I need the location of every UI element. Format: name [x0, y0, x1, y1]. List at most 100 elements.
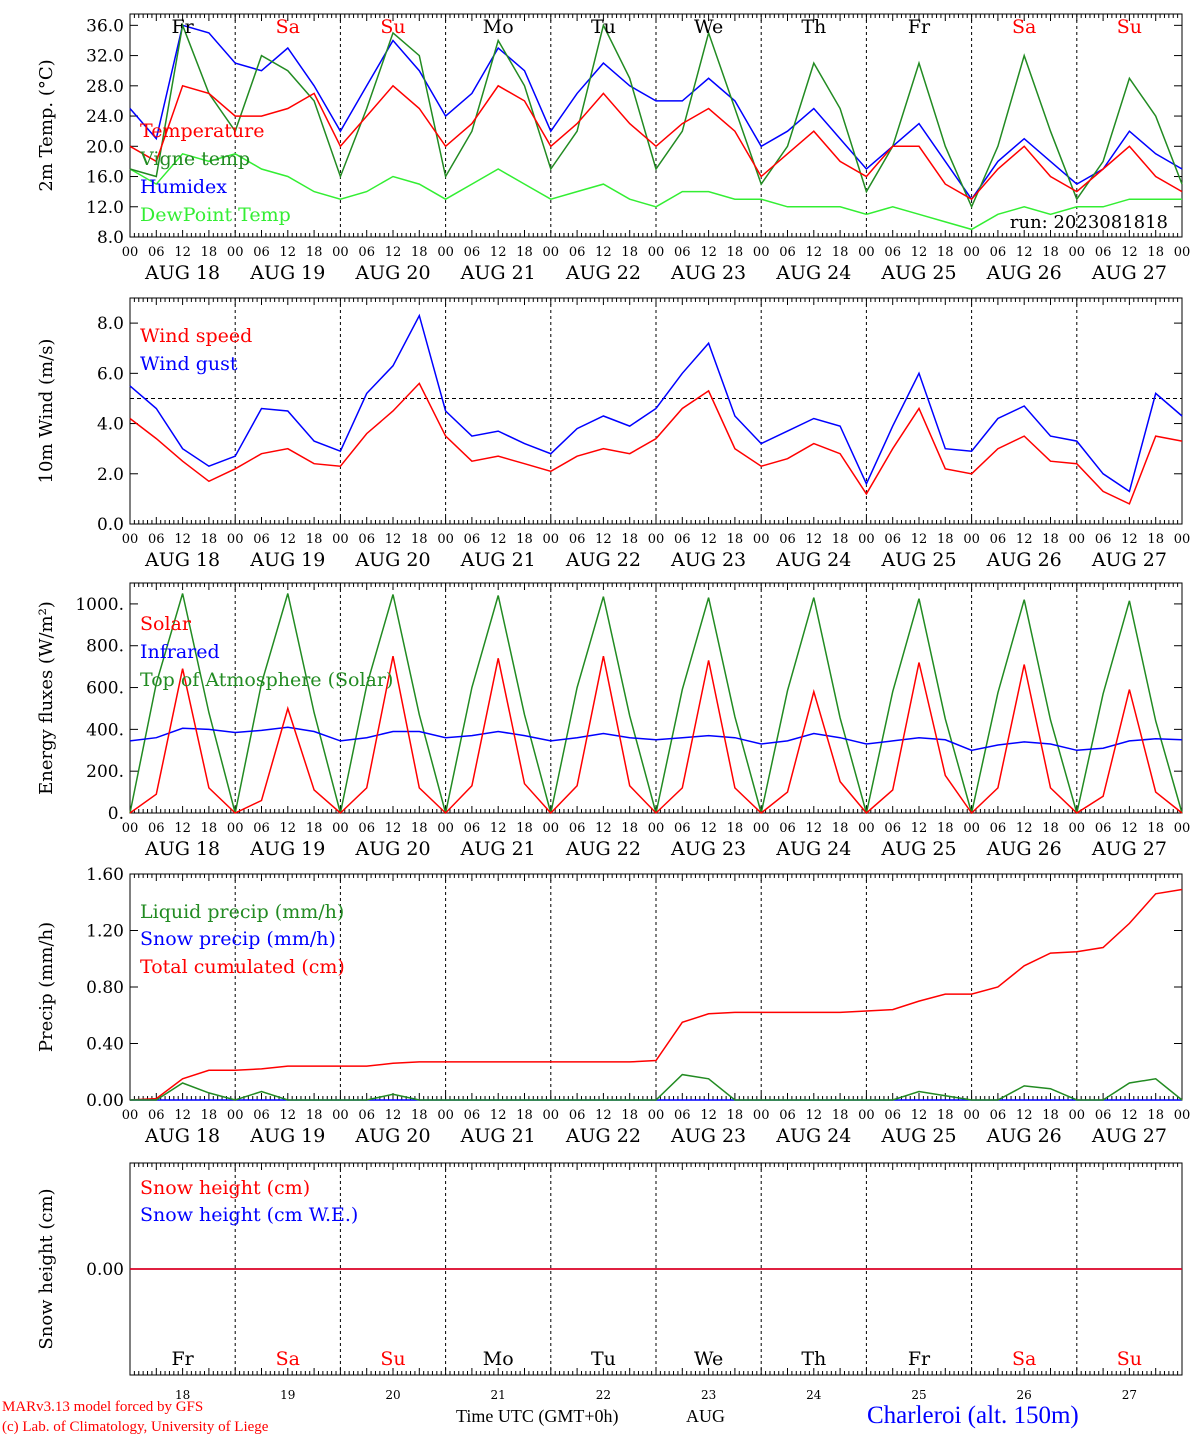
weekday-label: Th — [801, 16, 826, 38]
credit-line-2: (c) Lab. of Climatology, University of L… — [2, 1419, 269, 1435]
weekday-label: Su — [380, 16, 405, 38]
date-label: AUG 20 — [354, 262, 430, 284]
weekday-label: Th — [801, 1348, 826, 1370]
hour-tick-label: 06 — [464, 245, 481, 260]
date-label: AUG 21 — [460, 549, 536, 571]
run-annotation: run: 2023081818 — [1010, 212, 1168, 233]
weekday-label: Fr — [908, 16, 931, 38]
hour-tick-label: 06 — [253, 532, 270, 547]
hour-tick-label: 12 — [700, 532, 717, 547]
hour-tick-label: 18 — [937, 245, 954, 260]
hour-tick-label: 12 — [1016, 821, 1033, 836]
date-label: AUG 25 — [880, 838, 956, 860]
date-label: AUG 24 — [775, 549, 851, 571]
hour-tick-label: 06 — [253, 245, 270, 260]
series-line-solar — [129, 656, 1183, 815]
date-label: AUG 27 — [1091, 1125, 1167, 1147]
hour-tick-label: 06 — [358, 821, 375, 836]
hour-tick-label: 00 — [227, 821, 244, 836]
date-label: AUG 23 — [670, 262, 746, 284]
panel-2: 8.0 6.0 4.0 2.0 0.0 10m Wind (m/s) 00 06 12 18 00 0… — [36, 297, 1190, 571]
day-number-label: 23 — [701, 1388, 716, 1402]
legend-entry: Wind speed — [140, 325, 252, 347]
weekday-label: Mo — [483, 1348, 514, 1370]
hour-tick-label: 18 — [306, 821, 323, 836]
date-label: AUG 23 — [670, 1125, 746, 1147]
hour-tick-label: 00 — [1069, 821, 1086, 836]
date-label: AUG 18 — [144, 1125, 220, 1147]
series-line-vigne — [129, 22, 1183, 209]
hour-tick-label: 00 — [543, 245, 560, 260]
hour-tick-label: 12 — [595, 532, 612, 547]
weekday-label: Sa — [276, 1348, 300, 1370]
hour-tick-label: 06 — [990, 1108, 1007, 1123]
date-label: AUG 18 — [144, 262, 220, 284]
hour-tick-label: 06 — [569, 532, 586, 547]
hour-tick-label: 00 — [122, 532, 139, 547]
y-tick-label: 24.0 — [86, 107, 124, 127]
hour-tick-label: 18 — [1042, 245, 1059, 260]
day-number-label: 18 — [175, 1388, 190, 1402]
y-tick-label: 600. — [86, 679, 124, 699]
date-label: AUG 24 — [775, 838, 851, 860]
date-label: AUG 18 — [144, 838, 220, 860]
hour-tick-label: 12 — [1121, 1108, 1138, 1123]
panel-4: 1.60 1.20 0.80 0.40 0.00 Precip (mm/h) 00 06 12 1… — [36, 865, 1190, 1147]
hour-tick-label: 06 — [148, 821, 165, 836]
y-axis-title: Precip (mm/h) — [36, 922, 57, 1052]
y-tick-label: 6.0 — [97, 364, 124, 384]
hour-tick-label: 06 — [1095, 532, 1112, 547]
date-label: AUG 23 — [670, 838, 746, 860]
hour-tick-label: 18 — [201, 1108, 218, 1123]
hour-tick-label: 00 — [1069, 245, 1086, 260]
hour-tick-label: 00 — [122, 1108, 139, 1123]
y-axis-title: Snow height (cm) — [36, 1188, 57, 1349]
hour-tick-label: 12 — [806, 245, 823, 260]
weekday-label: Su — [1117, 1348, 1142, 1370]
weekday-label: Tu — [591, 1348, 616, 1370]
hour-tick-label: 00 — [1174, 245, 1191, 260]
date-label: AUG 24 — [775, 1125, 851, 1147]
hour-tick-label: 12 — [280, 1108, 297, 1123]
weekday-label: Sa — [1012, 1348, 1036, 1370]
hour-tick-label: 06 — [884, 532, 901, 547]
legend-entry: Humidex — [140, 176, 227, 198]
hour-tick-label: 06 — [569, 1108, 586, 1123]
hour-tick-label: 12 — [1016, 245, 1033, 260]
legend-entry: Snow height (cm W.E.) — [140, 1204, 358, 1226]
hour-tick-label: 06 — [990, 821, 1007, 836]
hour-tick-label: 12 — [385, 245, 402, 260]
hour-tick-label: 06 — [779, 1108, 796, 1123]
day-number-label: 20 — [385, 1388, 400, 1402]
date-label: AUG 19 — [249, 838, 325, 860]
hour-tick-label: 06 — [358, 1108, 375, 1123]
credit-line-1: MARv3.13 model forced by GFS — [2, 1399, 204, 1415]
hour-tick-label: 12 — [174, 245, 191, 260]
hour-tick-label: 00 — [858, 245, 875, 260]
hour-tick-label: 18 — [201, 821, 218, 836]
hour-tick-label: 00 — [1069, 532, 1086, 547]
weekday-label: Fr — [171, 1348, 194, 1370]
y-tick-label: 28.0 — [86, 77, 124, 97]
hour-tick-label: 06 — [464, 1108, 481, 1123]
date-label: AUG 20 — [354, 1125, 430, 1147]
hour-tick-label: 00 — [437, 1108, 454, 1123]
hour-tick-label: 06 — [884, 821, 901, 836]
hour-tick-label: 00 — [332, 245, 349, 260]
hour-tick-label: 12 — [595, 1108, 612, 1123]
date-label: AUG 27 — [1091, 838, 1167, 860]
hour-tick-label: 18 — [411, 821, 428, 836]
hour-tick-label: 12 — [490, 821, 507, 836]
y-tick-label: 200. — [86, 762, 124, 782]
hour-tick-label: 00 — [332, 532, 349, 547]
series-line-cumul — [129, 888, 1183, 1101]
hour-tick-label: 00 — [1069, 1108, 1086, 1123]
y-axis-title: 2m Temp. (°C) — [36, 59, 57, 191]
hour-tick-label: 06 — [779, 532, 796, 547]
hour-tick-label: 06 — [674, 1108, 691, 1123]
weekday-label: Fr — [171, 16, 194, 38]
hour-tick-label: 12 — [385, 532, 402, 547]
panel-1: 36.0 32.0 28.0 24.0 20.0 16.0 12.0 8.0 2m Temp. … — [36, 13, 1191, 284]
hour-tick-label: 00 — [1174, 1108, 1191, 1123]
hour-tick-label: 12 — [911, 532, 928, 547]
